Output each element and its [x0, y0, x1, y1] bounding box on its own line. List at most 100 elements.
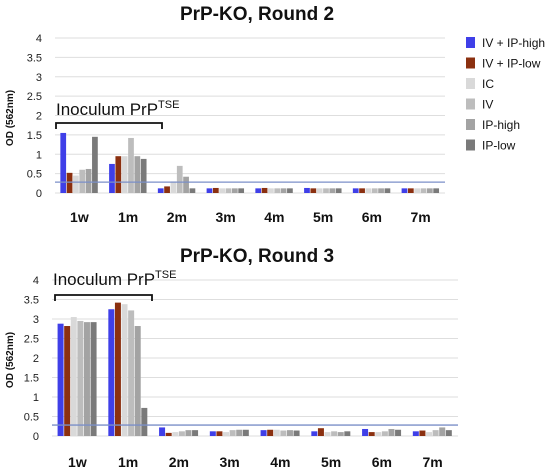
bar [407, 188, 414, 193]
annotation-text: Inoculum PrP [56, 100, 158, 119]
bar [432, 430, 439, 436]
legend-entry: IP-low [482, 139, 516, 153]
bar [352, 188, 359, 193]
y-tick-label: 1 [36, 149, 42, 161]
bar [236, 429, 243, 436]
bar [128, 137, 134, 193]
x-tick-label: 4m [270, 454, 290, 470]
bar [159, 427, 166, 436]
x-tick-labels: 1w 1m 2m 3m 4m 5m 6m 7m [68, 454, 443, 470]
bar [445, 430, 452, 436]
x-tick-label: 3m [216, 209, 236, 225]
x-tick-label: 6m [362, 209, 382, 225]
x-tick-label: 1w [70, 209, 89, 225]
bar [212, 187, 219, 193]
bar [311, 431, 318, 436]
bar [178, 431, 185, 436]
bar [317, 428, 324, 436]
bar [219, 188, 226, 193]
y-axis-label: OD (562nm) [5, 90, 16, 146]
y-tick-label: 2 [36, 111, 42, 123]
bar [141, 407, 148, 436]
bar [134, 156, 141, 193]
bar [365, 188, 372, 193]
x-tick-label: 6m [372, 454, 392, 470]
bar [395, 429, 402, 436]
y-tick-labels: 0 0.5 1 1.5 2 2.5 3 3.5 4 [24, 275, 39, 443]
y-tick-label: 3 [36, 72, 42, 84]
bar [115, 156, 122, 193]
y-tick-label: 2 [33, 353, 39, 365]
bars [57, 302, 452, 436]
bar [368, 432, 375, 436]
bar [274, 188, 281, 193]
bar [60, 132, 67, 193]
bar [388, 428, 395, 436]
legend-swatch [466, 139, 475, 151]
bar [335, 188, 342, 193]
bar [412, 431, 419, 436]
bar [90, 322, 97, 436]
legend-swatch [466, 98, 475, 110]
y-tick-label: 2.5 [27, 91, 42, 103]
bar [375, 432, 382, 436]
legend-entry: IV + IP-high [482, 36, 545, 50]
legend: IV + IP-high IV + IP-low IC IV IP-high IP-low [466, 36, 545, 153]
bar [419, 430, 426, 436]
legend-swatch [466, 119, 475, 130]
x-tick-label: 3m [220, 454, 240, 470]
bars [60, 132, 440, 194]
bar [57, 323, 64, 436]
bar [121, 304, 128, 436]
bar [260, 430, 267, 436]
bar [73, 175, 79, 193]
bar [426, 432, 433, 436]
bar [185, 430, 192, 436]
annotation-bracket [55, 122, 163, 129]
y-tick-label: 2.5 [24, 334, 39, 346]
bar [83, 322, 90, 436]
x-tick-label: 5m [313, 209, 333, 225]
inoculum-annotation: Inoculum PrPTSE [53, 269, 176, 301]
y-tick-label: 3 [33, 314, 39, 326]
x-tick-label: 7m [411, 209, 431, 225]
annotation-superscript: TSE [155, 269, 176, 281]
legend-entry: IV + IP-low [482, 57, 541, 71]
bar [242, 429, 249, 436]
bar [414, 188, 421, 193]
bar [344, 431, 351, 436]
bar [216, 431, 223, 436]
bar [231, 188, 238, 193]
bar [79, 169, 86, 193]
chart-title: PrP-KO, Round 2 [180, 4, 334, 25]
legend-swatch [466, 37, 475, 48]
bar [128, 310, 135, 436]
bar [70, 317, 77, 436]
bar [209, 431, 216, 436]
x-tick-label: 7m [423, 454, 443, 470]
bar [273, 429, 280, 436]
chart-round-2: PrP-KO, Round 2 OD (562nm) 0 0.5 1 1.5 2 2.5 3… [5, 4, 445, 225]
legend-entry: IC [482, 77, 494, 91]
bar [206, 188, 213, 193]
x-tick-label: 2m [167, 209, 187, 225]
bar [439, 427, 446, 436]
bar [157, 188, 164, 193]
x-tick-labels: 1w 1m 2m 3m 4m 5m 6m 7m [70, 209, 431, 225]
annotation-label: Inoculum PrPTSE [53, 269, 176, 289]
bar [85, 168, 92, 193]
bar [165, 432, 172, 436]
bar [238, 188, 245, 193]
x-tick-label: 1m [118, 454, 138, 470]
bar [329, 188, 336, 193]
bar [189, 188, 196, 193]
chart-title: PrP-KO, Round 3 [180, 246, 334, 267]
bar [114, 302, 121, 436]
inoculum-annotation: Inoculum PrPTSE [55, 99, 179, 129]
y-tick-label: 0.5 [27, 169, 42, 181]
bar [108, 309, 115, 436]
bar [316, 188, 323, 193]
bar [310, 188, 317, 193]
legend-entry: IP-high [482, 118, 520, 132]
bar [371, 188, 378, 193]
